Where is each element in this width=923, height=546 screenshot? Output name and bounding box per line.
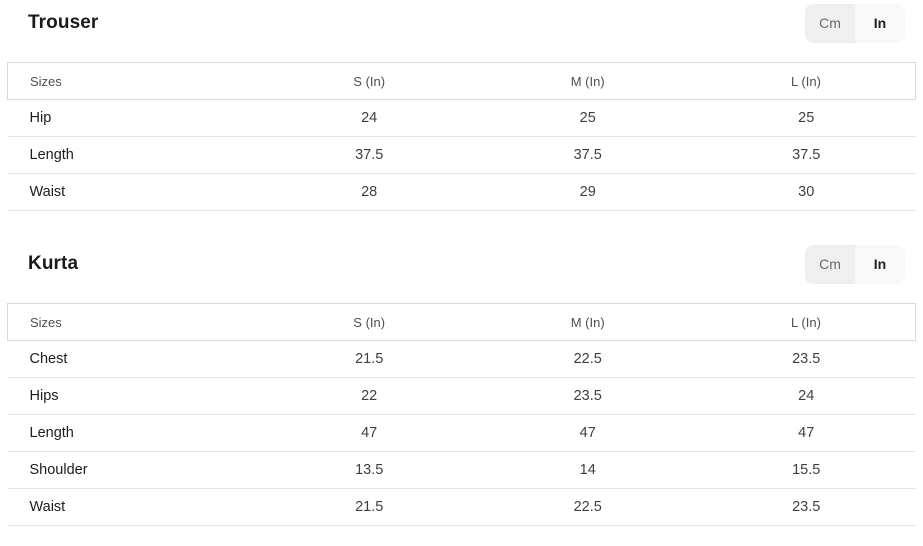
cell-value: 22.5: [573, 351, 602, 367]
cell-value: 24: [798, 388, 815, 404]
cell-value: 47: [361, 425, 378, 441]
row-label: Waist: [29, 499, 66, 515]
row-label: Chest: [29, 351, 68, 367]
cell-value: 25: [798, 110, 815, 126]
header-cell-l: L (In): [791, 314, 821, 330]
cell-value: 25: [579, 110, 596, 126]
table-row: Shoulder 13.5 14 15.5: [7, 452, 916, 489]
unit-option-in[interactable]: In: [855, 3, 905, 43]
header-cell-s: S (In): [353, 73, 386, 89]
table-row: Hip 24 25 25: [7, 100, 916, 137]
cell-value: 37.5: [573, 147, 602, 163]
section-trouser: Trouser Cm In Sizes S (In) M (In) L (In)…: [7, 3, 916, 211]
section-title-trouser: Trouser: [28, 12, 99, 33]
cell-value: 29: [579, 184, 596, 200]
section-title-kurta: Kurta: [28, 253, 79, 274]
section-header-trouser: Trouser Cm In: [7, 3, 916, 43]
size-table-wrap-trouser: Sizes S (In) M (In) L (In) Hip 24 25 25 …: [7, 62, 916, 211]
cell-value: 23.5: [792, 499, 821, 515]
unit-toggle-kurta: Cm In: [805, 244, 905, 284]
header-cell-m: M (In): [570, 73, 605, 89]
cell-value: 14: [579, 462, 596, 478]
row-label: Waist: [29, 184, 66, 200]
cell-value: 28: [361, 184, 378, 200]
size-table-trouser: Sizes S (In) M (In) L (In) Hip 24 25 25 …: [7, 62, 916, 211]
table-row: Hips 22 23.5 24: [7, 378, 916, 415]
cell-value: 23.5: [792, 351, 821, 367]
row-label: Shoulder: [29, 462, 88, 478]
cell-value: 24: [361, 110, 378, 126]
row-label: Hips: [29, 388, 59, 404]
header-cell-sizes: Sizes: [30, 314, 62, 330]
cell-value: 37.5: [792, 147, 821, 163]
cell-value: 22: [361, 388, 378, 404]
table-header-row: Sizes S (In) M (In) L (In): [7, 62, 916, 100]
cell-value: 30: [798, 184, 815, 200]
cell-value: 37.5: [355, 147, 384, 163]
cell-value: 47: [798, 425, 815, 441]
header-cell-s: S (In): [353, 314, 386, 330]
table-header-row: Sizes S (In) M (In) L (In): [7, 303, 916, 341]
header-cell-m: M (In): [570, 314, 605, 330]
cell-value: 21.5: [355, 499, 384, 515]
unit-option-in[interactable]: In: [855, 244, 905, 284]
cell-value: 21.5: [355, 351, 384, 367]
row-label: Length: [29, 147, 74, 163]
size-table-wrap-kurta: Sizes S (In) M (In) L (In) Chest 21.5 22…: [7, 303, 916, 526]
row-label: Hip: [29, 110, 52, 126]
header-cell-sizes: Sizes: [30, 73, 62, 89]
header-cell-l: L (In): [791, 73, 821, 89]
table-row: Waist 21.5 22.5 23.5: [7, 489, 916, 526]
unit-toggle-trouser: Cm In: [805, 3, 905, 43]
size-table-kurta: Sizes S (In) M (In) L (In) Chest 21.5 22…: [7, 303, 916, 526]
table-row: Length 47 47 47: [7, 415, 916, 452]
section-header-kurta: Kurta Cm In: [7, 244, 916, 284]
unit-option-cm[interactable]: Cm: [805, 244, 855, 284]
section-kurta: Kurta Cm In Sizes S (In) M (In) L (In) C…: [7, 244, 916, 526]
cell-value: 47: [579, 425, 596, 441]
table-row: Waist 28 29 30: [7, 174, 916, 211]
unit-option-cm[interactable]: Cm: [805, 3, 855, 43]
row-label: Length: [29, 425, 74, 441]
cell-value: 22.5: [573, 499, 602, 515]
cell-value: 23.5: [573, 388, 602, 404]
table-row: Chest 21.5 22.5 23.5: [7, 341, 916, 378]
cell-value: 13.5: [355, 462, 384, 478]
table-row: Length 37.5 37.5 37.5: [7, 137, 916, 174]
cell-value: 15.5: [792, 462, 821, 478]
